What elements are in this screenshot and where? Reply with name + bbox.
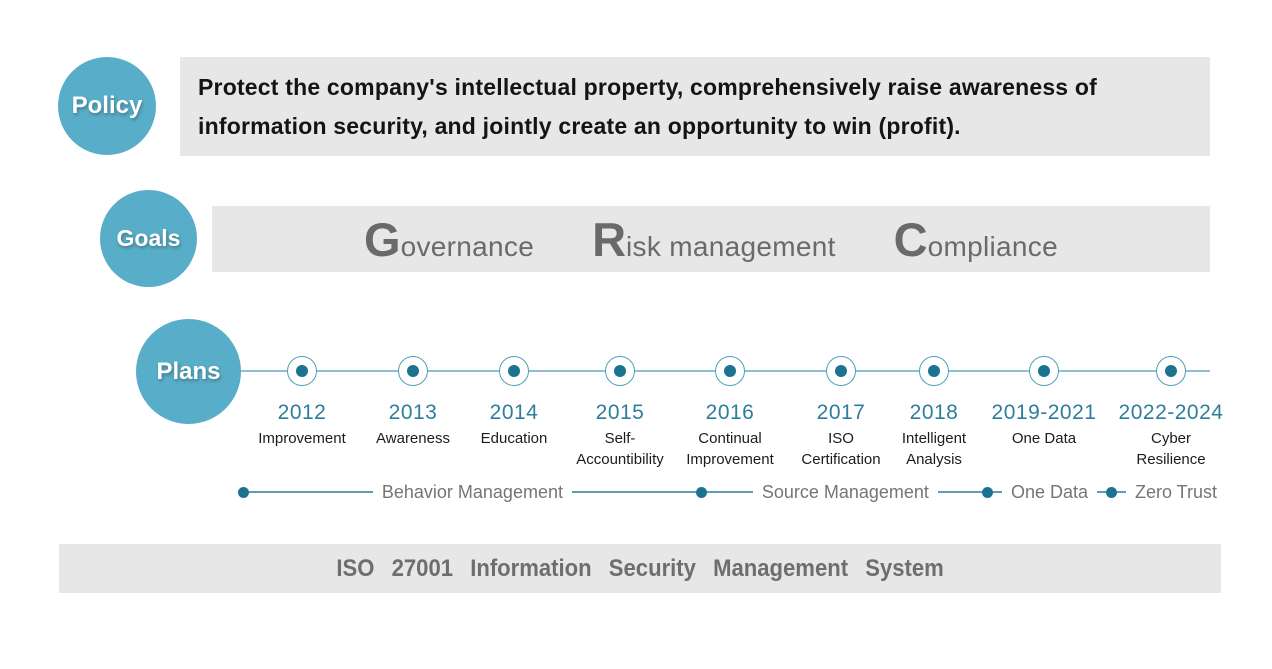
milestone-year: 2014 [489, 401, 539, 424]
goal-governance-initial: G [364, 212, 401, 266]
timeline-dot-icon [928, 365, 940, 377]
plans-badge-label: Plans [156, 357, 221, 385]
phase-dot-icon [238, 486, 249, 498]
milestone-year: 2022-2024 [1118, 401, 1224, 424]
timeline-node-2015 [605, 356, 635, 386]
goal-risk-initial: R [592, 212, 627, 266]
timeline-node-2013 [398, 356, 428, 386]
phase-dot-icon [981, 486, 993, 498]
phase-one-data: One Data [1010, 481, 1088, 502]
timeline-dot-icon [835, 365, 847, 377]
iso-footer-bar: ISO 27001 Information Security Managemen… [59, 544, 1221, 593]
milestone-title: Education [480, 430, 548, 447]
milestone-title: Self- Accountibility [576, 430, 664, 468]
milestone-2017: 2017 ISO Certification [771, 401, 911, 470]
milestone-year: 2016 [705, 401, 755, 424]
timeline-node-2016 [715, 356, 745, 386]
policy-statement: Protect the company's intellectual prope… [198, 73, 1097, 139]
phase-dot-icon [1105, 486, 1117, 498]
milestone-year: 2018 [909, 401, 959, 424]
milestone-year: 2015 [595, 401, 645, 424]
goal-governance: Governance [364, 216, 534, 263]
milestone-2012: 2012 Improvement [232, 401, 372, 449]
milestone-title: One Data [1011, 430, 1077, 447]
phase-source-management: Source Management [761, 481, 929, 502]
milestone-2019-2021: 2019-2021 One Data [974, 401, 1114, 449]
timeline-dot-icon [508, 365, 520, 377]
milestone-2022-2024: 2022-2024 Cyber Resilience [1101, 401, 1241, 470]
goal-compliance-rest: ompliance [927, 230, 1058, 262]
timeline-node-2018 [919, 356, 949, 386]
phase-line [571, 491, 696, 493]
goal-compliance-initial: C [893, 212, 928, 266]
milestone-year: 2013 [388, 401, 438, 424]
milestone-2018: 2018 Intelligent Analysis [864, 401, 1004, 470]
goal-risk-management: Risk management [592, 216, 836, 263]
milestone-title: Improvement [258, 430, 346, 447]
phase-line [706, 491, 753, 493]
milestone-2014: 2014 Education [444, 401, 584, 449]
phase-line [1096, 491, 1106, 493]
timeline-dot-icon [407, 365, 419, 377]
timeline-node-2017 [826, 356, 856, 386]
phase-line [937, 491, 982, 493]
milestone-title: Cyber Resilience [1136, 430, 1206, 468]
milestone-year: 2012 [277, 401, 327, 424]
goals-badge-label: Goals [116, 225, 181, 251]
policy-statement-box: Protect the company's intellectual prope… [180, 57, 1210, 156]
policy-badge: Policy [58, 57, 156, 155]
phase-line [992, 491, 1002, 493]
goals-badge: Goals [100, 190, 197, 287]
goal-compliance: Compliance [894, 216, 1058, 263]
goal-risk-rest: isk management [626, 230, 836, 262]
timeline-dot-icon [1165, 365, 1177, 377]
phase-dot-icon [695, 486, 707, 498]
timeline-node-2012 [287, 356, 317, 386]
timeline-node-2014 [499, 356, 529, 386]
milestone-title: Intelligent Analysis [901, 430, 967, 468]
goal-governance-rest: overnance [400, 230, 535, 262]
phase-line [249, 491, 373, 493]
phase-behavior-management: Behavior Management [381, 481, 563, 502]
timeline-dot-icon [1038, 365, 1050, 377]
milestone-2016: 2016 Continual Improvement [660, 401, 800, 470]
plans-badge: Plans [136, 319, 241, 424]
milestone-title: Continual Improvement [686, 430, 774, 468]
timeline-node-2019-2021 [1029, 356, 1059, 386]
timeline-dot-icon [296, 365, 308, 377]
milestone-2015: 2015 Self- Accountibility [550, 401, 690, 470]
milestone-year: 2017 [816, 401, 866, 424]
policy-badge-label: Policy [71, 92, 143, 119]
timeline-dot-icon [614, 365, 626, 377]
timeline-node-2022-2024 [1156, 356, 1186, 386]
goals-box: Governance Risk management Compliance [212, 206, 1210, 272]
milestone-2013: 2013 Awareness [343, 401, 483, 449]
timeline-dot-icon [724, 365, 736, 377]
milestone-year: 2019-2021 [991, 401, 1097, 424]
milestone-title: Awareness [376, 430, 450, 447]
milestone-title: ISO Certification [801, 430, 881, 468]
phase-line [1116, 491, 1126, 493]
phase-zero-trust: Zero Trust [1134, 481, 1218, 502]
iso-footer-text: ISO 27001 Information Security Managemen… [336, 554, 944, 582]
phase-track: Behavior Management Source Management On… [238, 481, 1226, 502]
